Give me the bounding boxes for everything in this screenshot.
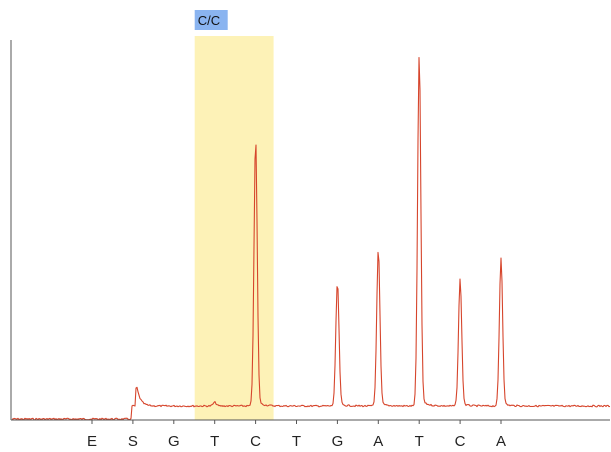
x-tick-label-2: G	[168, 433, 180, 450]
x-tick-label-0: E	[87, 433, 97, 450]
x-tick-label-10: A	[496, 433, 506, 450]
x-tick-label-9: C	[455, 433, 466, 450]
x-tick-label-3: T	[210, 433, 219, 450]
genotype-label-background	[194, 10, 228, 30]
x-tick-label-1: S	[128, 433, 138, 450]
x-tick-label-5: T	[292, 433, 301, 450]
x-axis-ticks	[91, 420, 502, 424]
x-tick-label-8: T	[415, 433, 424, 450]
signal-trace	[11, 56, 611, 421]
highlight-region	[194, 36, 274, 420]
x-tick-label-7: A	[373, 433, 383, 450]
genotype-label: C/C	[198, 13, 220, 28]
x-tick-label-4: C	[250, 433, 261, 450]
x-tick-label-6: G	[332, 433, 344, 450]
